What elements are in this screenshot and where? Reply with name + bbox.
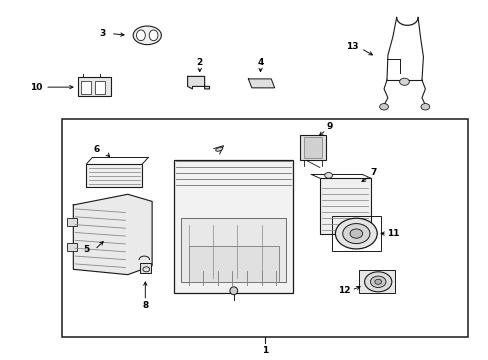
Bar [358, 270, 394, 293]
Bar [188, 246, 278, 282]
Circle shape [399, 78, 408, 85]
Text: 7: 7 [369, 168, 376, 177]
Bar [140, 263, 151, 273]
Bar [300, 135, 325, 160]
Text: 1: 1 [262, 346, 268, 355]
Bar [331, 216, 380, 251]
Ellipse shape [149, 30, 158, 41]
Circle shape [342, 224, 369, 244]
Text: 9: 9 [325, 122, 332, 131]
Text: 11: 11 [386, 229, 399, 238]
Text: 13: 13 [346, 41, 358, 50]
Ellipse shape [133, 26, 161, 45]
Bar [319, 178, 370, 234]
Circle shape [420, 104, 429, 110]
Circle shape [335, 218, 376, 249]
Circle shape [379, 104, 387, 110]
Polygon shape [187, 76, 209, 89]
Text: 12: 12 [337, 285, 350, 294]
Text: 6: 6 [93, 145, 99, 154]
Ellipse shape [136, 30, 145, 41]
Text: 10: 10 [30, 83, 42, 92]
Bar [174, 160, 292, 293]
Bar [303, 137, 322, 158]
Circle shape [324, 172, 332, 178]
Bar [78, 77, 111, 96]
Text: 2: 2 [196, 58, 203, 67]
Text: 5: 5 [83, 245, 89, 254]
Bar [67, 217, 77, 226]
Circle shape [364, 272, 391, 292]
Bar [67, 243, 77, 251]
Ellipse shape [215, 147, 223, 151]
Text: 8: 8 [142, 301, 148, 310]
Bar [95, 81, 105, 94]
Text: 3: 3 [100, 29, 106, 38]
Polygon shape [73, 194, 152, 275]
Circle shape [370, 276, 385, 288]
Circle shape [374, 279, 381, 284]
Bar [181, 217, 285, 282]
Circle shape [349, 229, 362, 238]
Bar [62, 119, 467, 337]
Text: 4: 4 [257, 58, 263, 67]
Ellipse shape [229, 287, 237, 295]
Polygon shape [248, 79, 274, 88]
Bar [86, 164, 142, 187]
Bar [81, 81, 91, 94]
